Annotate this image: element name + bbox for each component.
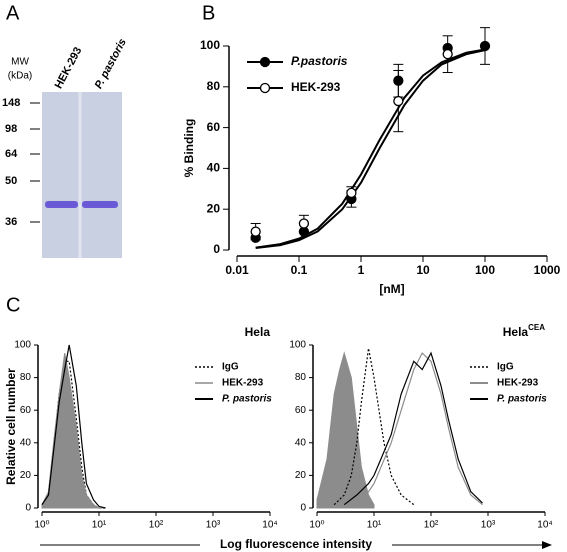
- legend-label: P. pastoris: [222, 394, 272, 405]
- data-point: [250, 226, 261, 237]
- x-tick-label: 10²: [424, 520, 439, 531]
- x-tick-label: 100: [475, 263, 495, 277]
- legend-label: HEK-293: [497, 378, 539, 389]
- x-tick-label: 0.01: [225, 263, 249, 277]
- y-tick-label: 0: [25, 503, 31, 514]
- panel-label: C: [6, 294, 20, 316]
- legend-label: HEK-293: [291, 80, 341, 94]
- panel-label: A: [6, 2, 20, 24]
- y-tick-label: 60: [295, 405, 307, 416]
- chart-title: Hela: [245, 325, 271, 339]
- mw-label: MW: [11, 57, 29, 68]
- marker-label: 148: [2, 97, 20, 109]
- y-tick-label: 40: [207, 161, 221, 175]
- x-tick-label: 1000: [534, 263, 561, 277]
- fit-curve: [255, 48, 486, 249]
- y-tick-label: 60: [207, 120, 221, 134]
- legend-label: HEK-293: [222, 378, 264, 389]
- y-tick-label: 100: [289, 340, 306, 351]
- shared-x-label: Log fluorescence intensity: [220, 537, 372, 551]
- y-tick-label: 40: [295, 437, 307, 448]
- marker-label: 64: [5, 148, 18, 160]
- y-tick-label: 20: [20, 470, 32, 481]
- marker-label: 36: [5, 216, 17, 228]
- data-point: [442, 49, 453, 60]
- y-tick-label: 100: [14, 340, 31, 351]
- y-tick-label: 60: [20, 405, 32, 416]
- x-tick-label: 10²: [149, 520, 164, 531]
- data-point: [479, 40, 491, 52]
- legend-marker: [259, 56, 271, 68]
- data-point: [346, 187, 357, 199]
- y-tick-label: 40: [20, 437, 32, 448]
- marker-ticks: [30, 102, 40, 223]
- marker-label: 98: [5, 123, 17, 135]
- data-point: [298, 218, 310, 229]
- x-tick-label: 1: [358, 263, 365, 277]
- marker-label: 50: [5, 175, 17, 187]
- y-tick-label: 20: [295, 470, 307, 481]
- x-tick-label: 10⁴: [537, 520, 552, 531]
- y-tick-label: 0: [300, 503, 306, 514]
- x-tick-label: 10: [416, 263, 430, 277]
- gel-image: [42, 92, 122, 258]
- y-axis-label: Relative cell number: [4, 368, 18, 485]
- y-axis-label: % Binding: [182, 119, 196, 178]
- histogram-line: [41, 344, 106, 509]
- y-tick-label: 20: [207, 201, 221, 215]
- histogram-fill: [41, 353, 106, 509]
- x-tick-label: 10³: [481, 520, 496, 531]
- data-point: [393, 95, 404, 107]
- x-tick-label: 0.1: [291, 263, 308, 277]
- title-text: Hela: [503, 325, 529, 339]
- unit-label: (kDa): [8, 71, 32, 82]
- chart-title: HelaCEA: [503, 323, 545, 339]
- x-tick-label: 10⁰: [309, 520, 324, 531]
- x-tick-label: 10⁴: [262, 520, 277, 531]
- x-tick-label: 10¹: [367, 520, 382, 531]
- x-tick-label: 10¹: [92, 520, 107, 531]
- legend-label: IgG: [222, 362, 239, 373]
- y-tick-label: 0: [213, 242, 220, 256]
- x-axis-label: [nM]: [379, 282, 404, 296]
- legend-label: IgG: [497, 362, 514, 373]
- histogram-line: [343, 352, 483, 506]
- arrow-head: [542, 541, 552, 549]
- legend-marker: [259, 82, 271, 94]
- gel-band: [45, 201, 78, 208]
- gel-band: [82, 201, 118, 208]
- marker-labels: 148 98 64 50 36: [2, 97, 20, 228]
- legend-label: P.pastoris: [291, 54, 348, 68]
- y-tick-label: 100: [200, 38, 220, 52]
- y-tick-label: 80: [207, 79, 221, 93]
- x-tick-label: 10⁰: [34, 520, 49, 531]
- lane-label: HEK-293: [53, 45, 85, 91]
- histogram-fill: [316, 351, 375, 509]
- lane-label: P. pastoris: [93, 37, 129, 91]
- title-sup: CEA: [528, 323, 545, 332]
- title-text: Hela: [245, 325, 271, 339]
- y-tick-label: 80: [295, 372, 307, 383]
- legend-label: P. pastoris: [497, 394, 547, 405]
- x-tick-label: 10³: [206, 520, 221, 531]
- fit-curve: [255, 49, 486, 249]
- histogram-line: [343, 351, 483, 506]
- panel-label: B: [202, 2, 215, 24]
- y-tick-label: 80: [20, 372, 32, 383]
